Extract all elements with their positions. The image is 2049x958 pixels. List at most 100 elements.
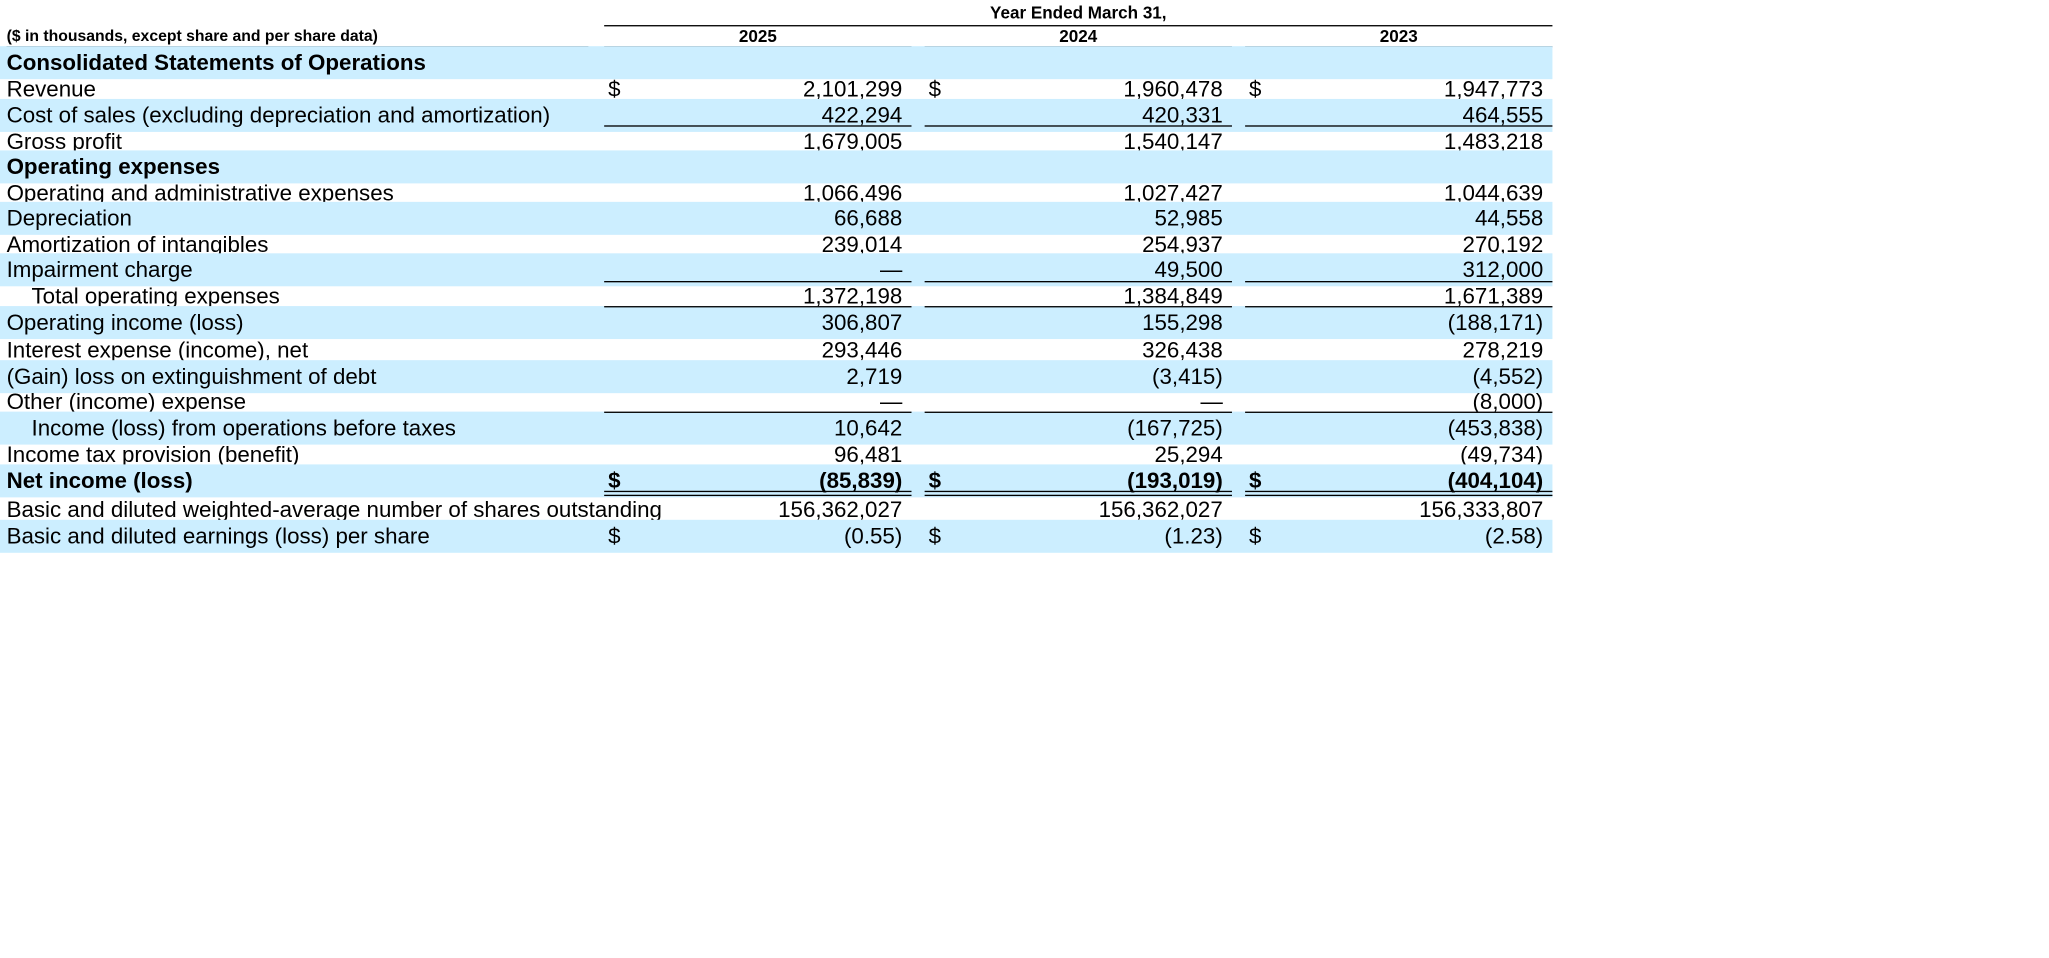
value-2024: 156,362,027 — [1098, 497, 1223, 523]
value-2023: (4,552) — [1472, 364, 1544, 390]
row-label: Depreciation — [6, 205, 132, 231]
value-2025: 2,719 — [846, 364, 903, 390]
value-2024: 1,540,147 — [1123, 129, 1223, 155]
value-2023: (49,734) — [1460, 441, 1544, 468]
value-2023: 270,192 — [1462, 232, 1544, 258]
currency-symbol: $ — [928, 76, 942, 102]
value-2025: — — [879, 389, 903, 415]
year-header-2025: 2025 — [738, 26, 777, 47]
row-label: Income tax provision (benefit) — [6, 441, 300, 468]
header-rule — [604, 25, 1553, 27]
total-rule — [1245, 411, 1553, 413]
value-2024: 155,298 — [1142, 310, 1223, 336]
total-rule — [604, 125, 912, 127]
total-rule — [924, 490, 1232, 497]
row-label: Revenue — [6, 76, 96, 102]
total-rule — [924, 411, 1232, 413]
row-label: Operating and administrative expenses — [6, 180, 394, 206]
currency-symbol: $ — [1249, 523, 1262, 549]
row-label: Impairment charge — [6, 257, 193, 283]
value-2025: 422,294 — [821, 102, 903, 128]
total-rule — [1245, 281, 1553, 283]
value-2023: 44,558 — [1474, 205, 1544, 231]
value-2025: 239,014 — [821, 232, 903, 258]
row-label: (Gain) loss on extinguishment of debt — [6, 364, 377, 390]
value-2024: (1.23) — [1164, 523, 1223, 549]
currency-symbol: $ — [608, 76, 621, 102]
value-2025: (85,839) — [819, 468, 903, 494]
total-rule — [1245, 125, 1553, 127]
row-band — [0, 201, 1553, 235]
row-band — [0, 150, 1553, 184]
year-header-2023: 2023 — [1379, 26, 1418, 47]
value-2024: 1,027,427 — [1123, 180, 1223, 206]
value-2025: 293,446 — [821, 337, 903, 363]
value-2023: 312,000 — [1462, 257, 1544, 283]
row-label: Other (income) expense — [6, 389, 247, 415]
value-2023: 464,555 — [1462, 102, 1544, 128]
value-2023: (404,104) — [1447, 468, 1544, 494]
total-rule — [1245, 490, 1553, 497]
total-rule — [1245, 306, 1553, 308]
value-2025: 2,101,299 — [802, 76, 903, 102]
value-2025: 1,066,496 — [802, 180, 903, 206]
total-rule — [924, 306, 1232, 308]
value-2024: — — [1200, 389, 1223, 415]
row-band — [0, 46, 1553, 80]
value-2025: 66,688 — [834, 205, 903, 231]
currency-symbol: $ — [608, 468, 621, 494]
value-2025: 1,372,198 — [802, 283, 903, 309]
row-label: Gross profit — [6, 129, 122, 155]
value-2024: 326,438 — [1142, 337, 1223, 363]
currency-symbol: $ — [928, 468, 942, 494]
row-label: Total operating expenses — [31, 283, 280, 309]
row-band — [0, 253, 1553, 287]
value-2024: 49,500 — [1154, 257, 1223, 283]
value-2023: (2.58) — [1484, 523, 1544, 549]
value-2025: — — [879, 257, 903, 283]
total-rule — [604, 411, 912, 413]
row-band — [0, 411, 1553, 445]
value-2024: 1,960,478 — [1123, 76, 1223, 102]
row-label: Income (loss) from operations before tax… — [31, 415, 456, 441]
row-label: Net income (loss) — [6, 468, 193, 494]
value-2025: 10,642 — [834, 415, 903, 441]
value-2023: 1,044,639 — [1443, 180, 1544, 206]
total-rule — [604, 281, 912, 283]
total-rule — [924, 125, 1232, 127]
total-rule — [924, 281, 1232, 283]
row-band — [0, 306, 1553, 340]
period-title: Year Ended March 31, — [990, 2, 1167, 23]
row-label: Operating expenses — [6, 154, 221, 180]
currency-symbol: $ — [1249, 76, 1262, 102]
value-2023: 278,219 — [1462, 337, 1544, 363]
value-2023: 1,483,218 — [1443, 129, 1544, 155]
currency-symbol: $ — [1249, 468, 1262, 494]
row-label: Cost of sales (excluding depreciation an… — [6, 102, 551, 128]
value-2024: (193,019) — [1127, 468, 1223, 494]
value-2023: (188,171) — [1447, 310, 1544, 336]
value-2024: 420,331 — [1142, 102, 1223, 128]
value-2025: (0.55) — [843, 523, 903, 549]
currency-symbol: $ — [928, 523, 942, 549]
row-label: Interest expense (income), net — [6, 337, 309, 363]
row-label: Basic and diluted earnings (loss) per sh… — [6, 523, 430, 549]
year-header-2024: 2024 — [1059, 26, 1098, 47]
value-2025: 1,679,005 — [802, 129, 903, 155]
total-rule — [604, 306, 912, 308]
value-2024: 52,985 — [1154, 205, 1223, 231]
row-label: Consolidated Statements of Operations — [6, 50, 426, 76]
value-2024: 254,937 — [1142, 232, 1223, 258]
units-note: ($ in thousands, except share and per sh… — [6, 26, 378, 45]
value-2025: 96,481 — [834, 441, 903, 468]
row-label: Amortization of intangibles — [6, 232, 269, 258]
row-label: Operating income (loss) — [6, 310, 244, 336]
currency-symbol: $ — [608, 523, 621, 549]
row-band — [0, 360, 1553, 394]
total-rule — [604, 490, 912, 497]
row-band — [0, 519, 1553, 553]
value-2023: (8,000) — [1472, 389, 1544, 415]
value-2025: 156,362,027 — [778, 497, 903, 523]
value-2023: 1,671,389 — [1443, 283, 1544, 309]
